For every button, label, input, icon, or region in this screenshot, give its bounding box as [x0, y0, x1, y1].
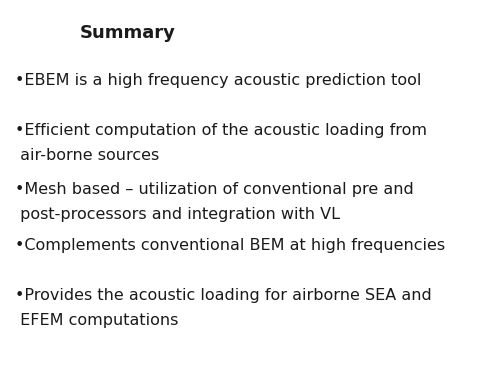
Text: •Efficient computation of the acoustic loading from: •Efficient computation of the acoustic l…	[15, 123, 427, 138]
Text: •Mesh based – utilization of conventional pre and: •Mesh based – utilization of conventiona…	[15, 182, 414, 197]
Text: EFEM computations: EFEM computations	[15, 314, 178, 328]
Text: post-processors and integration with VL: post-processors and integration with VL	[15, 207, 340, 222]
Text: air-borne sources: air-borne sources	[15, 148, 159, 164]
Text: •EBEM is a high frequency acoustic prediction tool: •EBEM is a high frequency acoustic predi…	[15, 73, 422, 88]
Text: •Complements conventional BEM at high frequencies: •Complements conventional BEM at high fr…	[15, 238, 445, 253]
Text: •Provides the acoustic loading for airborne SEA and: •Provides the acoustic loading for airbo…	[15, 288, 432, 303]
Text: Summary: Summary	[80, 24, 176, 42]
